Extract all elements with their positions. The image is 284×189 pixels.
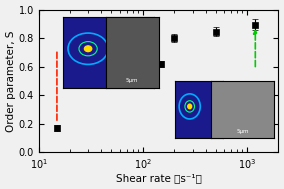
X-axis label: Shear rate （s⁻¹）: Shear rate （s⁻¹） — [116, 174, 201, 184]
Text: Random: Random — [91, 17, 139, 27]
Text: Aligned: Aligned — [227, 98, 272, 108]
Y-axis label: Order parameter, S: Order parameter, S — [6, 30, 16, 132]
